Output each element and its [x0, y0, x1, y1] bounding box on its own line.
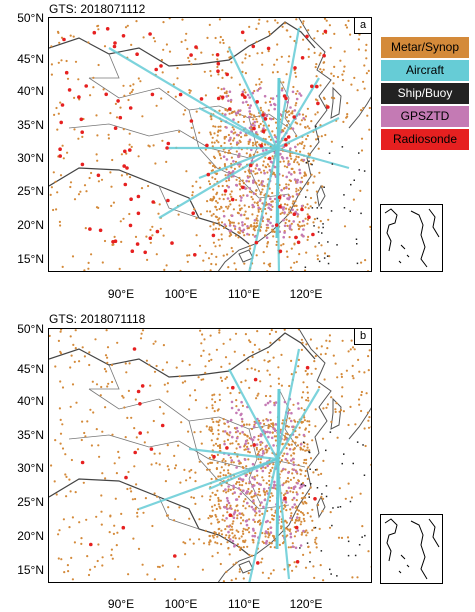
panel-a-lat-40: 40°N	[17, 84, 44, 98]
panel-b-lat-35: 35°N	[17, 428, 44, 442]
panel-b-lat-15: 15°N	[17, 563, 44, 577]
panel-b-label: b	[354, 329, 371, 345]
panel-a-south-china-sea-inset	[380, 204, 443, 272]
gpsztd-points	[222, 86, 306, 239]
panel-a-lat-35: 35°N	[17, 118, 44, 132]
panel-a-lat-15: 15°N	[17, 252, 44, 266]
panel-b-inset-map	[384, 518, 440, 580]
panel-a-map-canvas	[49, 18, 371, 271]
legend-item-aircraft: Aircraft	[381, 60, 469, 81]
legend-item-ship-buoy: Ship/Buoy	[381, 83, 469, 104]
panel-a-lon-120: 120°E	[289, 287, 323, 301]
panel-a-lat-45: 45°N	[17, 52, 44, 66]
panel-b-lat-40: 40°N	[17, 394, 44, 408]
panel-b-south-china-sea-inset	[380, 514, 443, 584]
panel-a-lat-25: 25°N	[17, 184, 44, 198]
legend: Metar/Synop Aircraft Ship/Buoy GPSZTD Ra…	[381, 37, 469, 152]
legend-item-metar-synop: Metar/Synop	[381, 37, 469, 58]
panel-a-lon-90: 90°E	[107, 287, 135, 301]
legend-item-gpsztd: GPSZTD	[381, 106, 469, 127]
ship-buoy-points	[299, 431, 366, 577]
panel-b-lon-120: 120°E	[289, 597, 323, 611]
aircraft-tracks	[108, 27, 350, 271]
ship-buoy-points	[304, 125, 366, 268]
panel-b-lat-45: 45°N	[17, 362, 44, 376]
radiosonde-points	[80, 347, 317, 565]
panel-a-label: a	[354, 18, 371, 34]
panel-a-lon-110: 110°E	[228, 287, 260, 301]
panel-a-title: GTS: 2018071112	[49, 2, 146, 16]
radiosonde-points	[58, 27, 330, 257]
aircraft-tracks	[138, 348, 320, 582]
panel-b-lat-25: 25°N	[17, 495, 44, 509]
panel-b-title: GTS: 2018071118	[49, 312, 146, 326]
panel-b-map-canvas	[49, 329, 371, 582]
panel-b-lat-30: 30°N	[17, 461, 44, 475]
panel-a-lon-100: 100°E	[164, 287, 198, 301]
panel-a-map: a	[48, 17, 372, 272]
panel-b-map: b	[48, 328, 372, 583]
panel-b-lon-100: 100°E	[164, 597, 198, 611]
legend-item-radiosonde: Radiosonde	[381, 129, 469, 150]
panel-b-lon-90: 90°E	[107, 597, 135, 611]
panel-a-lat-50: 50°N	[17, 11, 44, 25]
panel-a-lat-20: 20°N	[17, 218, 44, 232]
panel-b-lat-50: 50°N	[17, 322, 44, 336]
panel-b-lat-20: 20°N	[17, 529, 44, 543]
panel-a-inset-map	[384, 208, 440, 268]
panel-b-lon-110: 110°E	[228, 597, 260, 611]
panel-a-lat-30: 30°N	[17, 151, 44, 165]
